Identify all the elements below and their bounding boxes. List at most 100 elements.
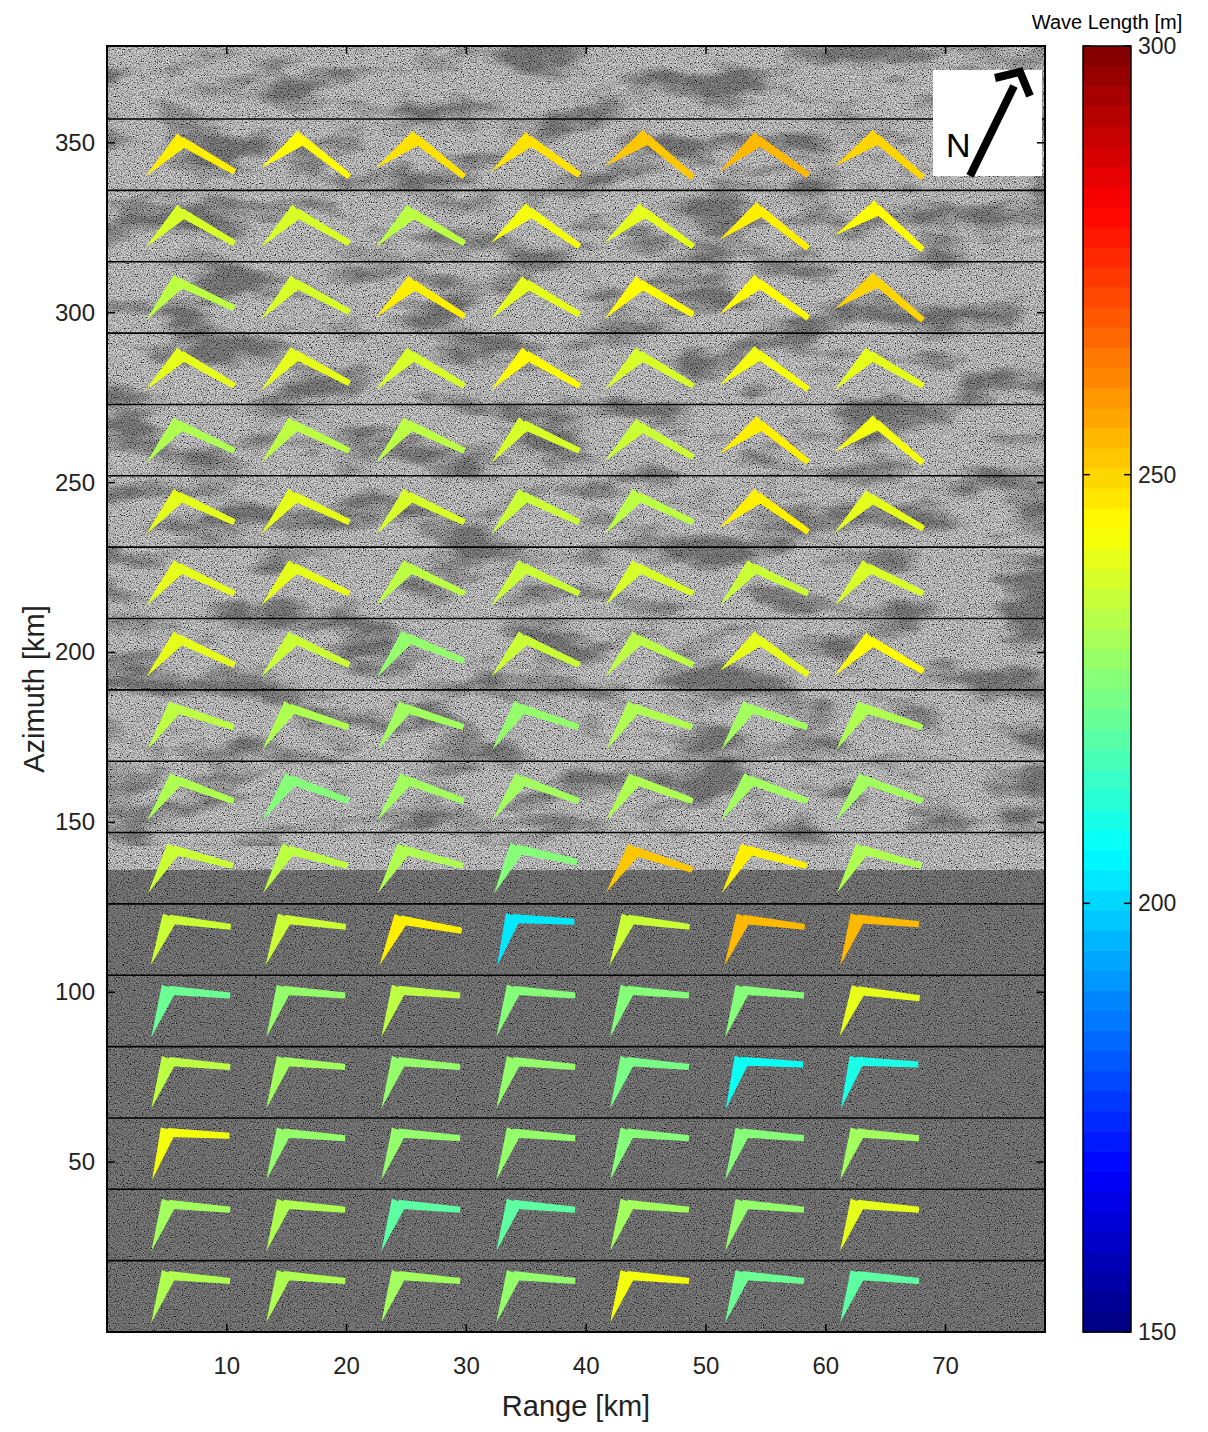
- colorbar-swatch: [1083, 307, 1131, 328]
- y-tick: [1037, 991, 1045, 993]
- wave-arrow: [376, 347, 467, 390]
- x-tick: [945, 1324, 947, 1332]
- wave-arrow: [834, 347, 925, 390]
- image-base: [107, 46, 1045, 1332]
- colorbar-tick: [1083, 474, 1090, 476]
- y-tick-label: 350: [55, 129, 95, 156]
- x-tick: [825, 46, 827, 54]
- y-tick-label: 50: [68, 1148, 95, 1175]
- band-line: [107, 974, 1045, 976]
- wave-arrow: [261, 347, 351, 391]
- colorbar-tick-label: 200: [1138, 890, 1176, 916]
- wave-arrow: [261, 205, 352, 248]
- wave-arrow: [840, 1199, 919, 1252]
- x-tick: [945, 46, 947, 54]
- colorbar-swatch: [1083, 970, 1131, 991]
- colorbar-swatch: [1083, 629, 1131, 650]
- colorbar-swatch: [1083, 950, 1131, 971]
- wave-arrow: [835, 272, 925, 322]
- y-tick-label: 200: [55, 638, 95, 665]
- wave-arrow: [841, 1056, 919, 1109]
- wave-arrow: [605, 631, 695, 677]
- north-box: [933, 70, 1042, 176]
- north-arrow-head: [995, 72, 1030, 96]
- colorbar-swatch: [1083, 1071, 1131, 1092]
- wave-arrow: [836, 701, 923, 750]
- wave-arrow: [604, 276, 695, 319]
- colorbar-swatch: [1083, 66, 1131, 87]
- wave-arrow: [151, 985, 230, 1037]
- x-tick-label: 40: [573, 1352, 600, 1379]
- colorbar-swatch: [1083, 1151, 1131, 1172]
- band-line: [107, 832, 1045, 834]
- wave-arrow: [146, 417, 236, 463]
- wave-arrow: [377, 701, 464, 750]
- wave-arrow: [605, 489, 695, 535]
- y-tick: [1037, 142, 1045, 144]
- band-line: [107, 1260, 1045, 1262]
- colorbar-tick: [1124, 903, 1131, 905]
- colorbar-swatch: [1083, 428, 1131, 449]
- y-tick: [107, 991, 115, 993]
- colorbar-tick-label: 250: [1138, 462, 1176, 488]
- wave-arrow: [262, 701, 349, 750]
- wave-arrow: [491, 489, 581, 535]
- wave-arrow: [834, 490, 925, 533]
- wave-arrow: [610, 1056, 689, 1109]
- colorbar-swatch: [1083, 207, 1131, 228]
- wave-arrow: [377, 773, 465, 821]
- colorbar-tick-label: 300: [1138, 33, 1176, 59]
- colorbar-swatch: [1083, 1031, 1131, 1052]
- colorbar-tick: [1124, 474, 1131, 476]
- image-speckle: [107, 46, 1045, 1332]
- y-tick-label: 300: [55, 299, 95, 326]
- wave-arrow: [380, 914, 463, 965]
- wave-arrow: [491, 203, 582, 249]
- wave-arrow: [146, 133, 237, 176]
- wave-arrow: [261, 275, 351, 319]
- wave-arrow: [719, 132, 810, 178]
- colorbar-swatch: [1083, 247, 1131, 268]
- wave-arrow: [376, 276, 467, 319]
- north-indicator: N: [933, 70, 1042, 176]
- wave-arrow: [266, 985, 345, 1037]
- x-tick-label: 60: [812, 1352, 839, 1379]
- band-line: [107, 618, 1045, 620]
- colorbar-tick: [1124, 1331, 1131, 1333]
- colorbar-swatch: [1083, 106, 1131, 127]
- colorbar-swatch: [1083, 528, 1131, 549]
- wave-arrow: [606, 701, 693, 750]
- band-line: [107, 760, 1045, 762]
- colorbar-swatch: [1083, 890, 1131, 911]
- wave-arrow: [496, 1127, 575, 1180]
- wave-arrow: [377, 631, 466, 678]
- wave-arrow: [378, 843, 464, 893]
- colorbar-swatch: [1083, 448, 1131, 469]
- y-tick: [107, 652, 115, 654]
- wave-arrow: [719, 631, 810, 677]
- wave-arrow: [719, 488, 810, 534]
- wave-arrow: [492, 773, 580, 821]
- wave-arrow: [605, 560, 695, 606]
- wave-arrow: [494, 843, 578, 894]
- wave-arrow: [610, 1127, 689, 1180]
- y-tick: [1037, 652, 1045, 654]
- band-line: [107, 404, 1045, 406]
- wave-arrow: [725, 1127, 804, 1180]
- colorbar-tick: [1083, 45, 1090, 47]
- wave-arrow: [496, 1199, 575, 1252]
- wave-arrow: [610, 1270, 689, 1323]
- wave-arrow: [719, 202, 810, 251]
- colorbar-swatch: [1083, 1252, 1131, 1273]
- y-tick-label: 150: [55, 808, 95, 835]
- wave-arrow: [721, 701, 808, 750]
- wave-arrow: [266, 1270, 345, 1323]
- colorbar-swatch: [1083, 1091, 1131, 1112]
- colorbar-swatch: [1083, 1171, 1131, 1192]
- wave-arrow: [152, 1127, 230, 1180]
- wave-arrow: [376, 130, 467, 179]
- colorbar-tick-label: 150: [1138, 1319, 1176, 1345]
- colorbar-swatch: [1083, 749, 1131, 770]
- wave-arrow: [266, 1127, 345, 1180]
- colorbar-swatch: [1083, 850, 1131, 871]
